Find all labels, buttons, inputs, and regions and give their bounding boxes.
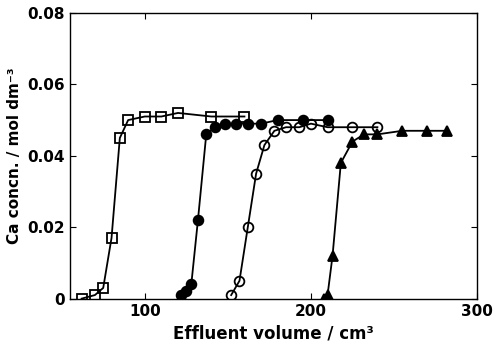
Y-axis label: Ca concn. / mol dm⁻³: Ca concn. / mol dm⁻³	[7, 67, 22, 244]
X-axis label: Effluent volume / cm³: Effluent volume / cm³	[173, 324, 374, 342]
